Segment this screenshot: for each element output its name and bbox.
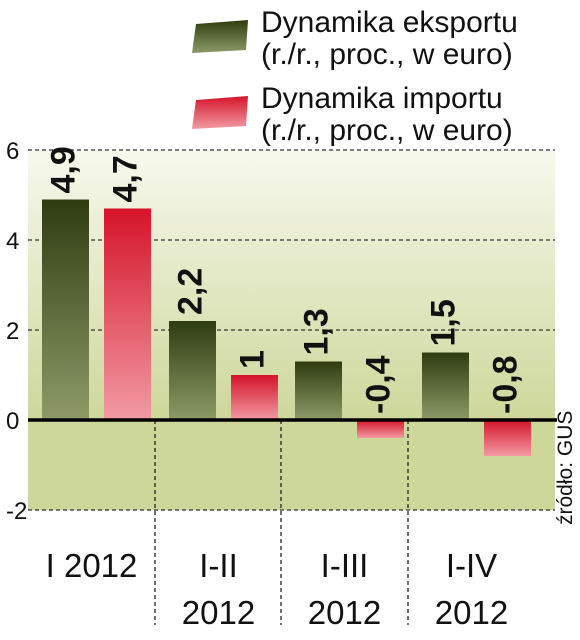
- y-tick-label: -2: [6, 498, 27, 525]
- import-bar: [104, 208, 151, 420]
- category-label: 2012: [308, 594, 381, 631]
- legend-sublabel: (r./r., proc., w euro): [261, 114, 513, 147]
- legend-swatch: [192, 96, 248, 129]
- bar-value-label: -0,8: [487, 355, 525, 414]
- bar-value-label: 1,5: [425, 299, 463, 346]
- legend-sublabel: (r./r., proc., w euro): [261, 38, 513, 71]
- bar-value-label: -0,4: [360, 355, 398, 414]
- source-label: źródło: GUS: [554, 411, 577, 525]
- y-tick-label: 0: [6, 408, 19, 435]
- category-label: I-II: [199, 547, 238, 584]
- y-tick-label: 4: [6, 228, 19, 255]
- category-label: I-IV: [446, 547, 497, 584]
- plot-background-negative: [28, 420, 555, 510]
- bar-value-label: 4,9: [45, 146, 83, 193]
- bar-value-label: 1,3: [298, 308, 336, 355]
- bar-value-label: 4,7: [107, 155, 145, 202]
- category-label: 2012: [182, 594, 255, 631]
- export-bar: [42, 199, 89, 420]
- y-tick-label: 2: [6, 318, 19, 345]
- y-tick-label: 6: [6, 138, 19, 165]
- legend-swatch: [192, 20, 248, 53]
- import-bar: [231, 375, 278, 420]
- category-label: I-III: [321, 547, 369, 584]
- export-bar: [422, 352, 469, 420]
- bar-value-label: 2,2: [172, 268, 210, 315]
- export-bar: [295, 361, 342, 420]
- bar-value-label: 1: [234, 350, 272, 369]
- export-bar: [169, 321, 216, 420]
- category-label: 2012: [435, 594, 508, 631]
- import-bar: [357, 420, 404, 438]
- legend-label: Dynamika importu: [261, 82, 503, 115]
- category-label: I 2012: [46, 547, 138, 584]
- import-bar: [484, 420, 531, 456]
- legend-label: Dynamika eksportu: [261, 6, 518, 39]
